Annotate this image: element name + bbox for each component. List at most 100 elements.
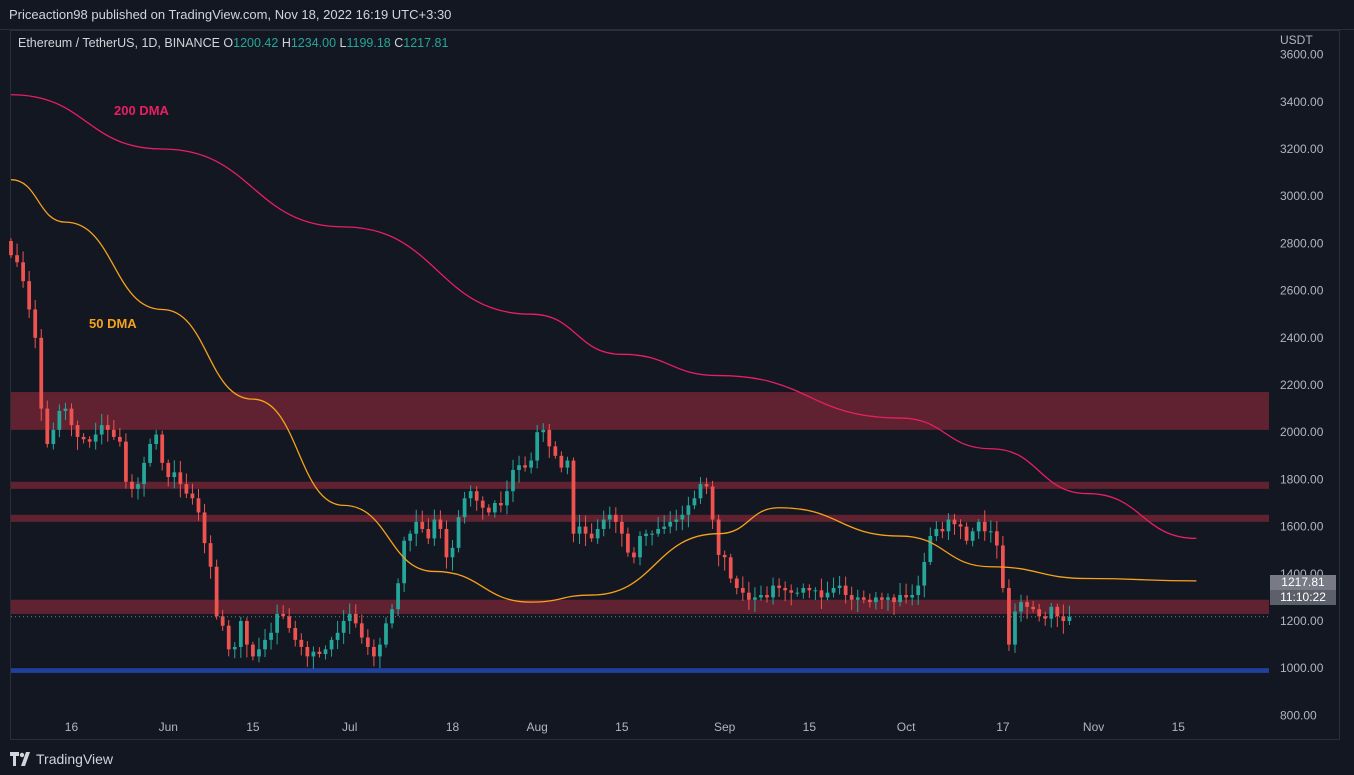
candle <box>148 438 152 467</box>
candle-body <box>644 533 648 537</box>
candle-body <box>172 472 177 478</box>
candle <box>843 576 848 604</box>
candle-body <box>154 434 159 444</box>
candle <box>226 620 231 657</box>
candle <box>1001 536 1005 593</box>
candle <box>51 422 56 450</box>
candle-body <box>867 599 872 603</box>
candle-body <box>994 531 999 546</box>
candle <box>166 459 171 487</box>
candle <box>87 436 92 448</box>
tradingview-icon <box>10 752 30 766</box>
candle <box>208 535 213 579</box>
candle <box>595 519 600 544</box>
candle <box>982 510 987 541</box>
candle <box>396 578 400 617</box>
support-line <box>11 668 1269 673</box>
candle-body <box>753 597 757 600</box>
candle-body <box>69 408 74 426</box>
candle-body <box>704 484 709 487</box>
candle <box>136 477 140 500</box>
date-tick-label: 15 <box>803 720 817 734</box>
candle-body <box>728 557 733 579</box>
candle <box>196 489 201 521</box>
candle-body <box>372 646 376 657</box>
candle <box>922 552 927 598</box>
candle <box>674 509 679 531</box>
candle-body <box>105 425 110 430</box>
candle-body <box>136 484 140 489</box>
candle-body <box>934 528 939 537</box>
candle <box>535 424 540 469</box>
candle <box>910 584 915 606</box>
candle-body <box>952 519 957 525</box>
tradingview-logo[interactable]: TradingView <box>10 751 113 767</box>
candle-body <box>414 521 419 534</box>
candle <box>855 589 860 613</box>
candle-body <box>710 486 715 520</box>
candle <box>728 553 733 584</box>
candle-body <box>257 649 261 657</box>
dma200-label: 200 DMA <box>114 103 169 118</box>
candle-body <box>263 639 267 650</box>
candle-body <box>281 613 286 617</box>
candle-body <box>305 646 310 657</box>
candle <box>970 527 975 547</box>
candle <box>583 515 588 546</box>
candle <box>329 636 334 657</box>
candle-body <box>807 587 812 591</box>
candle <box>559 451 564 473</box>
candle <box>1013 603 1017 653</box>
candle <box>365 629 370 655</box>
candle-body <box>680 514 685 520</box>
candle <box>849 586 854 611</box>
candle-body <box>299 639 304 647</box>
candle-body <box>456 517 461 548</box>
date-tick-label: 15 <box>615 720 629 734</box>
candle-body <box>601 519 606 529</box>
candle-body <box>208 543 213 567</box>
brand-name: TradingView <box>36 751 114 767</box>
candle <box>414 509 419 547</box>
candle <box>571 457 576 543</box>
candle-body <box>196 498 201 513</box>
candle-body <box>111 429 116 437</box>
price-tick-label: 1000.00 <box>1280 661 1324 675</box>
candle <box>656 516 661 537</box>
chart-frame[interactable] <box>10 30 1340 740</box>
candle-body <box>795 592 800 594</box>
candle-body <box>21 262 25 282</box>
candle <box>99 414 104 445</box>
candle <box>1007 579 1011 651</box>
candle <box>1043 611 1048 626</box>
candle-body <box>595 528 600 539</box>
candle-body <box>142 462 146 485</box>
candle <box>263 629 267 658</box>
high-value: 1234.00 <box>290 36 337 50</box>
candle-body <box>746 592 751 600</box>
candle-body <box>81 436 86 440</box>
candle <box>468 485 473 507</box>
candle-body <box>638 536 642 558</box>
candle-body <box>365 637 370 647</box>
candle-body <box>843 585 848 596</box>
candle <box>668 511 673 534</box>
candle-body <box>559 455 564 468</box>
candle-body <box>1067 616 1072 621</box>
candle-body <box>390 609 394 624</box>
candle <box>650 530 654 546</box>
last-price-tag: 1217.81 <box>1270 575 1336 590</box>
candle-body <box>898 595 902 603</box>
candle-body <box>359 623 364 638</box>
candle <box>662 515 667 534</box>
candle <box>777 578 781 597</box>
candle-body <box>462 498 467 518</box>
price-tick-label: 2800.00 <box>1280 236 1324 250</box>
candle-body <box>486 507 491 513</box>
candle-body <box>813 590 818 592</box>
candle-body <box>190 493 195 499</box>
candle <box>819 578 824 609</box>
candle <box>111 420 116 440</box>
publish-header: Priceaction98 published on TradingView.c… <box>0 0 1354 30</box>
